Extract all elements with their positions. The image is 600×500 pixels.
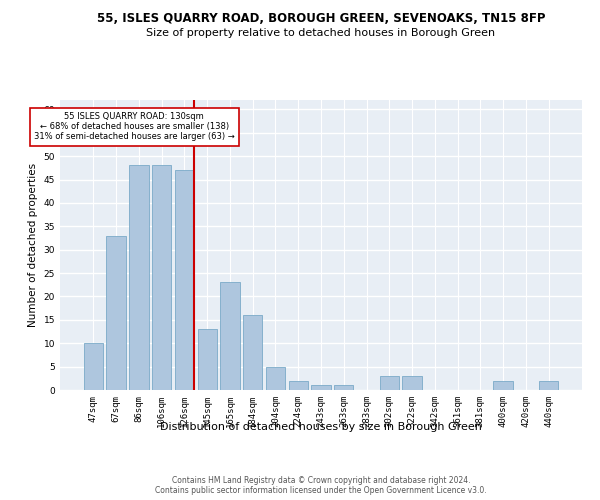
Bar <box>220 282 239 390</box>
Bar <box>493 380 513 390</box>
Text: Size of property relative to detached houses in Borough Green: Size of property relative to detached ho… <box>146 28 496 38</box>
Bar <box>152 166 172 390</box>
Y-axis label: Number of detached properties: Number of detached properties <box>28 163 38 327</box>
Bar <box>175 170 194 390</box>
Text: Contains HM Land Registry data © Crown copyright and database right 2024.
Contai: Contains HM Land Registry data © Crown c… <box>155 476 487 495</box>
Bar <box>380 376 399 390</box>
Text: 55 ISLES QUARRY ROAD: 130sqm
← 68% of detached houses are smaller (138)
31% of s: 55 ISLES QUARRY ROAD: 130sqm ← 68% of de… <box>34 112 235 142</box>
Bar <box>311 386 331 390</box>
Bar <box>539 380 558 390</box>
Bar <box>266 366 285 390</box>
Bar <box>106 236 126 390</box>
Bar <box>243 315 262 390</box>
Text: Distribution of detached houses by size in Borough Green: Distribution of detached houses by size … <box>160 422 482 432</box>
Bar <box>289 380 308 390</box>
Bar <box>403 376 422 390</box>
Bar <box>129 166 149 390</box>
Bar <box>334 386 353 390</box>
Text: 55, ISLES QUARRY ROAD, BOROUGH GREEN, SEVENOAKS, TN15 8FP: 55, ISLES QUARRY ROAD, BOROUGH GREEN, SE… <box>97 12 545 26</box>
Bar <box>197 329 217 390</box>
Bar <box>84 343 103 390</box>
